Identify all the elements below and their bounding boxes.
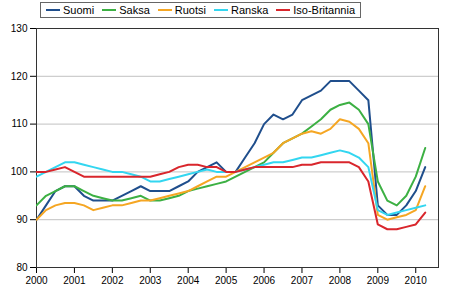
svg-text:2005: 2005	[215, 275, 238, 286]
svg-text:120: 120	[11, 71, 28, 82]
svg-text:80: 80	[16, 262, 28, 273]
svg-text:2004: 2004	[177, 275, 200, 286]
html-text:Suomi: Suomi	[63, 4, 95, 16]
svg-text:2000: 2000	[25, 275, 48, 286]
svg-text:2006: 2006	[253, 275, 276, 286]
html-text:Iso-Britannia: Iso-Britannia	[293, 4, 355, 16]
svg-text:2008: 2008	[329, 275, 352, 286]
html-text:Ranska: Ranska	[231, 4, 269, 16]
svg-text:2003: 2003	[139, 275, 162, 286]
svg-text:130: 130	[11, 23, 28, 34]
svg-text:100: 100	[11, 166, 28, 177]
svg-text:110: 110	[12, 118, 28, 129]
svg-text:2010: 2010	[405, 275, 428, 286]
svg-text:2001: 2001	[63, 275, 86, 286]
svg-text:2002: 2002	[101, 275, 124, 286]
svg-text:2007: 2007	[291, 275, 314, 286]
svg-text:90: 90	[16, 214, 28, 225]
svg-text:2009: 2009	[367, 275, 390, 286]
html-text:Ruotsi: Ruotsi	[174, 4, 206, 16]
html-text:Saksa: Saksa	[119, 4, 150, 16]
